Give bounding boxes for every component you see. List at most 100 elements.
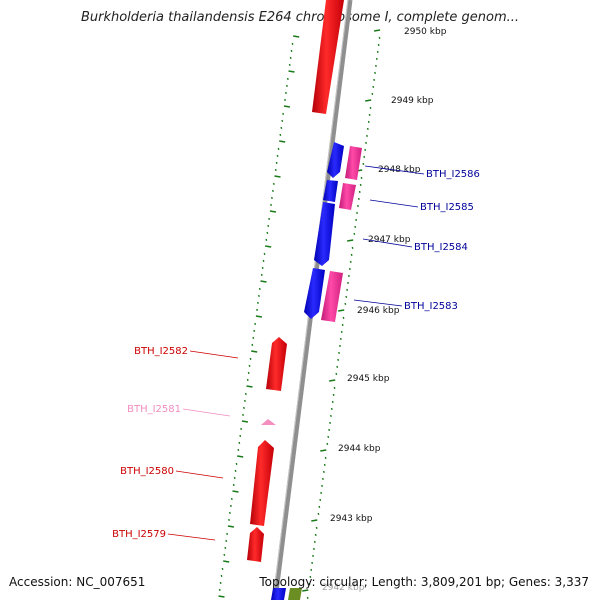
leader-BTH_I2584 bbox=[362, 238, 413, 248]
tick-mark bbox=[358, 190, 361, 193]
gene-label-BTH_I2585[interactable]: BTH_I2585 bbox=[420, 202, 474, 213]
tick-mark bbox=[274, 175, 281, 178]
tick-mark bbox=[233, 476, 236, 479]
gene-label-BTH_I2583[interactable]: BTH_I2583 bbox=[404, 301, 458, 312]
leader-BTH_I2586 bbox=[364, 165, 425, 175]
gene-label-BTH_I2581[interactable]: BTH_I2581 bbox=[127, 404, 181, 415]
tick-mark bbox=[348, 274, 350, 277]
tick-mark bbox=[351, 246, 354, 249]
gene-BTH_I2585-pink-arrow bbox=[339, 183, 356, 210]
tick-mark bbox=[247, 371, 250, 374]
gene-label-BTH_I2584[interactable]: BTH_I2584 bbox=[414, 242, 468, 253]
tick-mark bbox=[342, 316, 345, 319]
kbp-label-2950: 2950 kbp bbox=[404, 27, 447, 37]
tick-mark bbox=[262, 259, 265, 262]
tick-mark bbox=[323, 463, 326, 466]
tick-mark bbox=[234, 469, 237, 472]
tick-mark bbox=[341, 323, 344, 326]
kbp-label-2945: 2945 kbp bbox=[347, 374, 390, 384]
gene-BTH_I2580-arrow bbox=[250, 440, 274, 526]
tick-mark bbox=[332, 393, 335, 396]
tick-mark bbox=[246, 378, 249, 381]
tick-mark bbox=[260, 273, 263, 276]
tick-mark bbox=[339, 337, 342, 340]
tick-mark bbox=[279, 133, 282, 136]
tick-mark bbox=[328, 428, 331, 431]
tick-mark bbox=[258, 294, 260, 297]
tick-mark bbox=[344, 302, 347, 305]
leader-BTH_I2585 bbox=[369, 199, 419, 208]
tick-mark bbox=[274, 168, 277, 171]
tick-mark bbox=[235, 462, 238, 465]
tick-mark bbox=[289, 56, 292, 59]
tick-mark bbox=[373, 29, 381, 32]
tick-mark bbox=[276, 154, 279, 157]
tick-mark bbox=[375, 57, 378, 60]
tick-mark bbox=[360, 176, 363, 179]
tick-mark bbox=[363, 155, 366, 158]
tick-rings bbox=[218, 29, 381, 599]
tick-mark bbox=[241, 420, 249, 423]
tick-mark bbox=[327, 435, 330, 438]
gene-BTH_I2583-arrow bbox=[304, 268, 325, 319]
gene-BTH_I2582-arrow bbox=[266, 337, 287, 391]
tick-mark bbox=[232, 490, 239, 493]
tick-mark bbox=[251, 350, 258, 353]
tick-mark bbox=[374, 71, 376, 74]
tick-mark bbox=[365, 99, 372, 102]
tick-mark bbox=[313, 540, 316, 543]
map-title: Burkholderia thailandensis E264 chromoso… bbox=[80, 10, 520, 25]
tick-mark bbox=[368, 113, 371, 116]
tick-mark bbox=[357, 204, 359, 207]
tick-mark bbox=[336, 365, 339, 368]
gene-label-BTH_I2582[interactable]: BTH_I2582 bbox=[134, 346, 188, 357]
tick-mark bbox=[310, 568, 313, 571]
tick-mark bbox=[261, 266, 264, 269]
tick-mark bbox=[272, 182, 275, 185]
gene-label-BTH_I2586[interactable]: BTH_I2586 bbox=[426, 169, 480, 180]
tick-mark bbox=[285, 91, 287, 94]
tick-mark bbox=[355, 218, 358, 221]
tick-mark bbox=[243, 406, 245, 409]
tick-mark bbox=[320, 491, 323, 494]
genome-stats-text: Topology: circular; Length: 3,809,201 bp… bbox=[259, 575, 589, 589]
tick-mark bbox=[348, 267, 351, 270]
tick-mark bbox=[314, 533, 317, 536]
tick-mark bbox=[280, 126, 283, 129]
tick-mark bbox=[365, 141, 367, 144]
tick-mark bbox=[237, 448, 240, 451]
tick-mark bbox=[338, 351, 340, 354]
tick-mark bbox=[218, 595, 225, 598]
tick-mark bbox=[271, 196, 273, 199]
tick-mark bbox=[286, 77, 289, 80]
tick-mark bbox=[272, 189, 274, 192]
leader-BTH_I2579 bbox=[167, 533, 216, 541]
tick-mark bbox=[226, 532, 229, 535]
tick-mark bbox=[270, 203, 272, 206]
gene-label-BTH_I2580[interactable]: BTH_I2580 bbox=[120, 466, 174, 477]
tick-mark bbox=[223, 553, 226, 556]
tick-mark bbox=[254, 322, 257, 325]
tick-mark bbox=[367, 120, 370, 123]
tick-mark bbox=[322, 470, 325, 473]
tick-mark bbox=[279, 140, 286, 143]
tick-mark bbox=[375, 64, 377, 67]
tick-mark bbox=[268, 217, 271, 220]
tick-mark bbox=[356, 211, 358, 214]
tick-mark bbox=[320, 449, 327, 452]
tick-mark bbox=[313, 547, 315, 550]
gene-BTH_I2579-arrow bbox=[247, 527, 264, 562]
gene-label-BTH_I2579[interactable]: BTH_I2579 bbox=[112, 529, 166, 540]
tick-mark bbox=[221, 567, 224, 570]
tick-mark bbox=[372, 85, 375, 88]
tick-mark bbox=[347, 239, 354, 242]
accession-text: Accession: NC_007651 bbox=[9, 575, 146, 589]
tick-mark bbox=[266, 231, 269, 234]
tick-mark bbox=[267, 224, 270, 227]
tick-mark bbox=[249, 357, 252, 360]
tick-mark bbox=[288, 70, 295, 73]
tick-mark bbox=[220, 574, 223, 577]
kbp-label-2942: 2942 kbp bbox=[322, 583, 365, 593]
leader-BTH_I2582 bbox=[189, 350, 239, 359]
tick-mark bbox=[308, 582, 311, 585]
